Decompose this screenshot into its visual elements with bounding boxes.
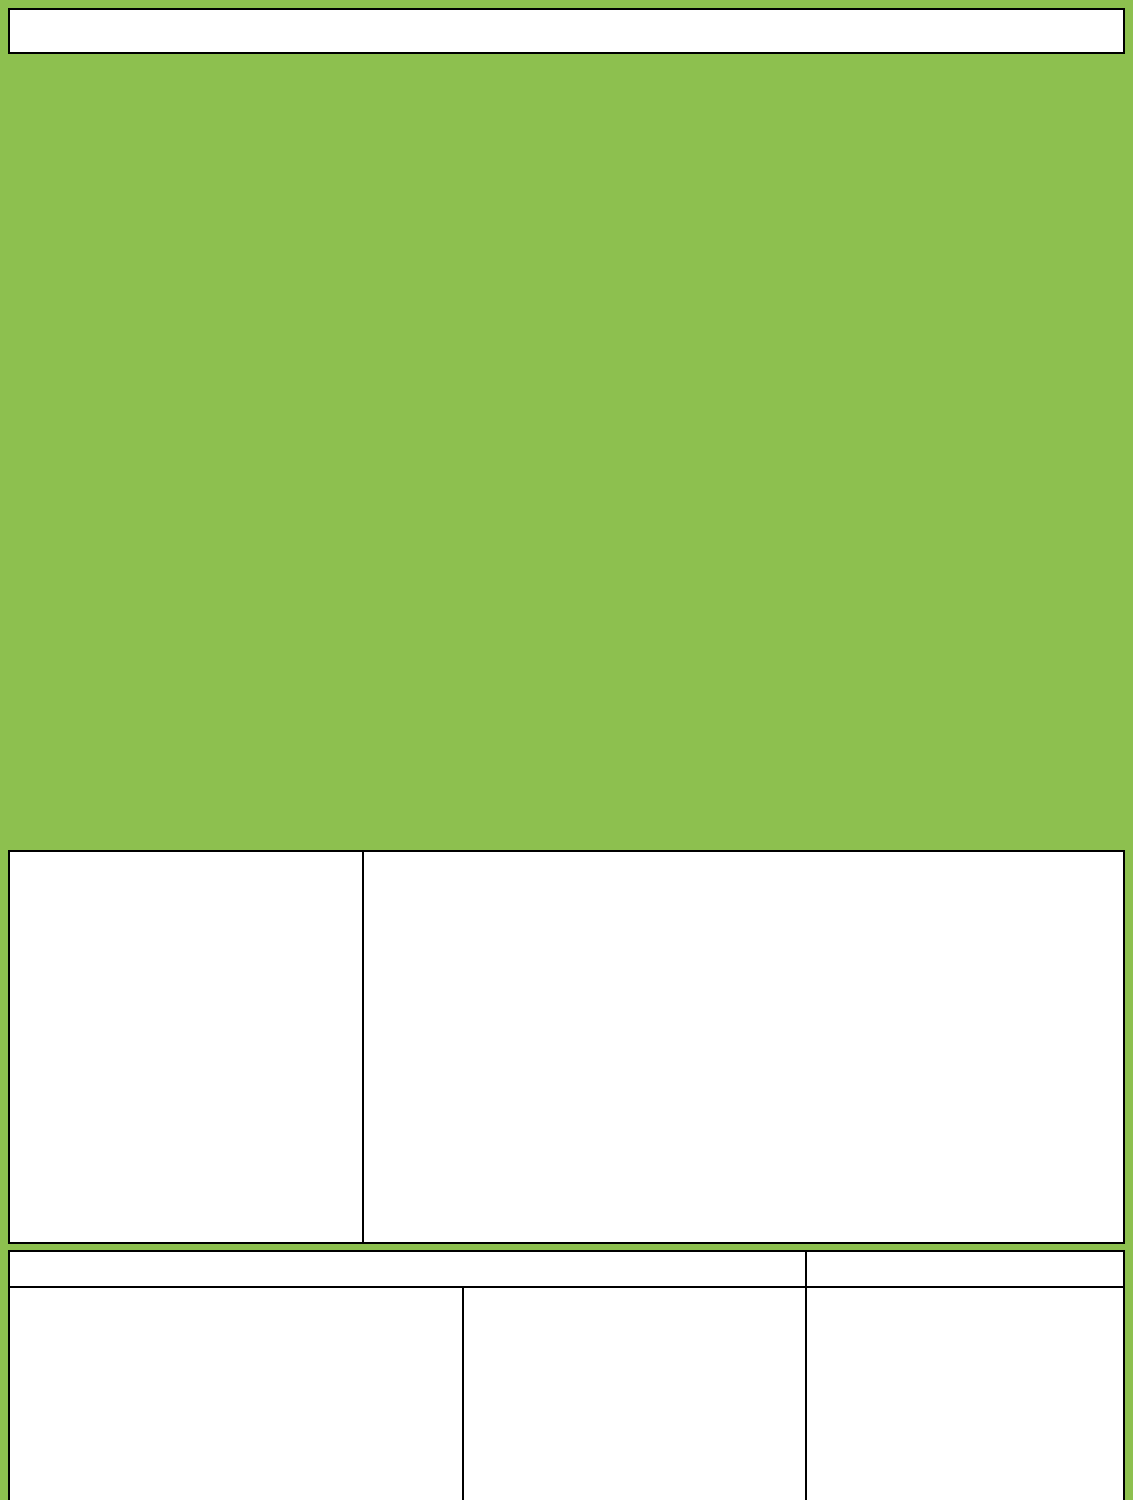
draw-tables [8,60,1125,838]
stats-section [8,850,1125,1244]
frequency-table [364,850,1125,1244]
limits-header [805,1252,1123,1286]
zodiac-number-map [10,1288,1123,1500]
mapping-section [8,1250,1125,1500]
note-row [10,1252,1123,1288]
map-table-middle [464,1288,807,1500]
zodiac-stats-table [8,850,364,1244]
page-title [8,8,1125,54]
note-text [10,1252,805,1286]
map-table-left [10,1288,464,1500]
limits-table [807,1288,1123,1500]
